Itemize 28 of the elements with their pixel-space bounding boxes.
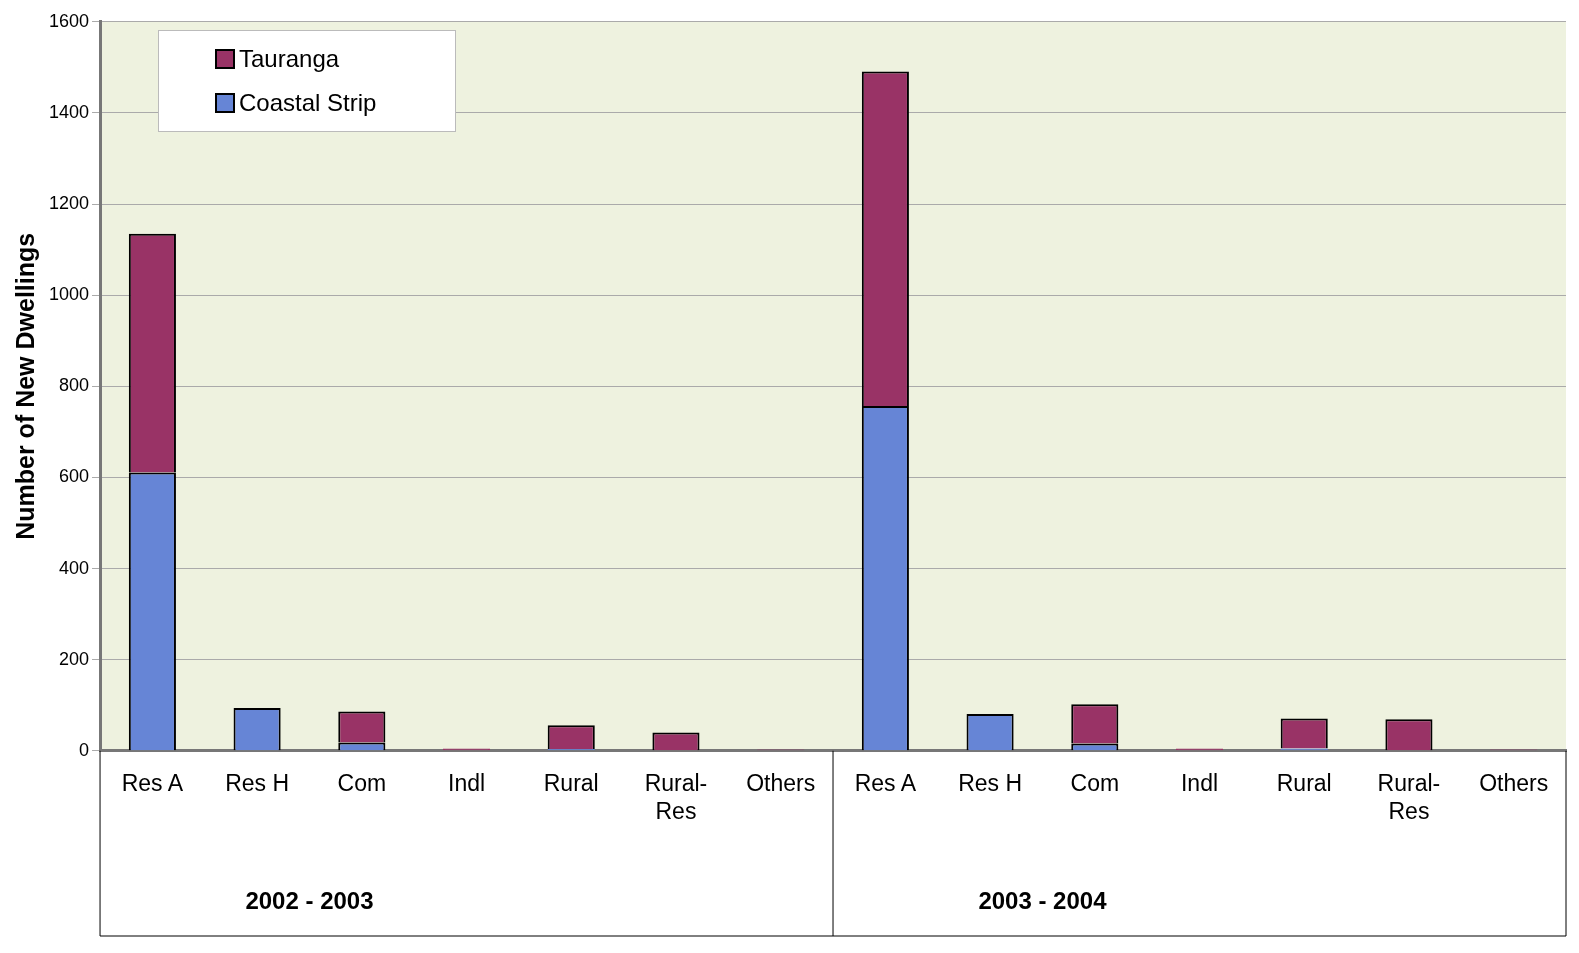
y-axis-title: Number of New Dwellings bbox=[10, 232, 39, 540]
x-tick-label: Rural-Res bbox=[1377, 769, 1441, 824]
legend-label: Coastal Strip bbox=[239, 88, 377, 118]
y-tick-label: 0 bbox=[79, 739, 90, 760]
y-tick-label: 1400 bbox=[49, 101, 90, 122]
text: 2002 - 2003 bbox=[245, 886, 374, 914]
x-tick-label: Com bbox=[337, 769, 387, 796]
x-tick-label: Indl bbox=[1180, 769, 1219, 796]
x-tick-label: Res H bbox=[225, 769, 290, 796]
x-tick-label: Rural-Res bbox=[644, 769, 708, 824]
text: 2003 - 2004 bbox=[978, 886, 1108, 914]
legend-label: Tauranga bbox=[239, 44, 340, 74]
y-tick-label: 400 bbox=[59, 557, 90, 578]
y-tick-label: 1200 bbox=[49, 193, 90, 214]
x-tick-label: Others bbox=[746, 769, 816, 796]
y-tick-label: 200 bbox=[59, 648, 90, 669]
y-tick-label: 1000 bbox=[49, 284, 90, 305]
x-tick-label: Others bbox=[1479, 769, 1549, 796]
y-tick-label: 600 bbox=[59, 466, 90, 487]
x-tick-label: Indl bbox=[447, 769, 486, 796]
x-tick-label: Res A bbox=[121, 769, 184, 796]
y-tick-label: 1600 bbox=[49, 10, 90, 31]
x-tick-label: Com bbox=[1070, 769, 1120, 796]
x-tick-label: Rural bbox=[543, 769, 599, 796]
x-tick-label: Res H bbox=[958, 769, 1023, 796]
y-tick-label: 800 bbox=[59, 375, 90, 396]
x-tick-label: Rural bbox=[1276, 769, 1332, 796]
x-tick-label: Res A bbox=[854, 769, 917, 796]
